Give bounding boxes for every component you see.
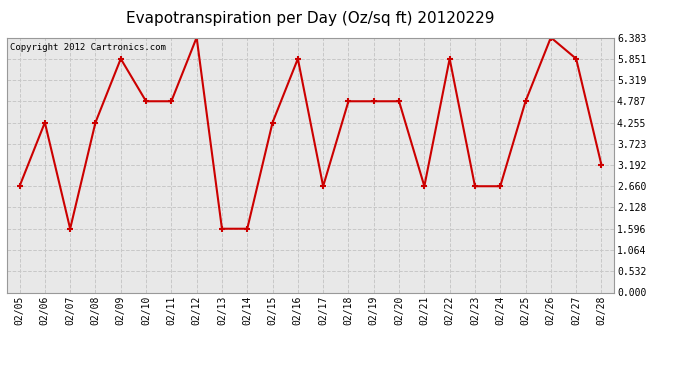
- Text: Evapotranspiration per Day (Oz/sq ft) 20120229: Evapotranspiration per Day (Oz/sq ft) 20…: [126, 11, 495, 26]
- Text: Copyright 2012 Cartronics.com: Copyright 2012 Cartronics.com: [10, 43, 166, 52]
